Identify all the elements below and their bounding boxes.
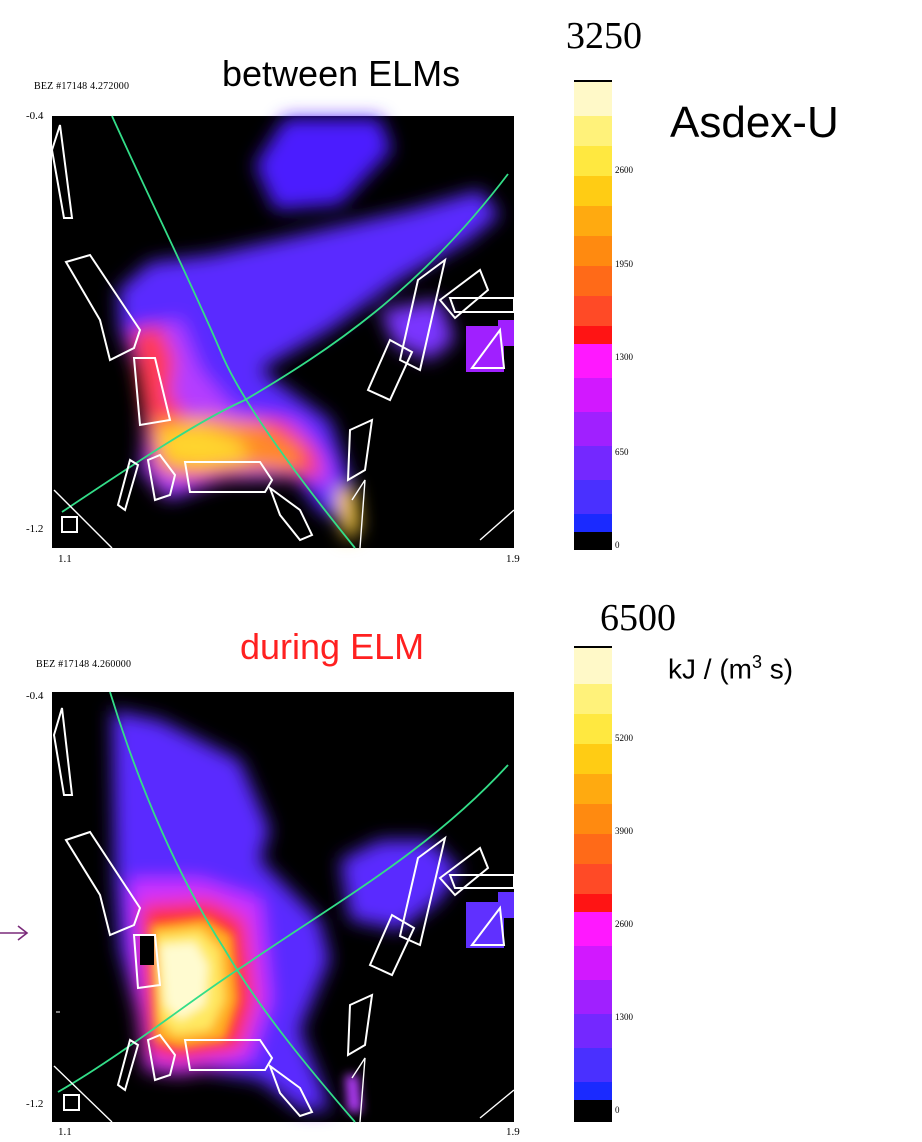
- x-tick-top-max: 1.9: [506, 553, 520, 565]
- y-tick-bottom-min: -1.2: [26, 1098, 44, 1110]
- cb-tick-top-1300: 1300: [615, 352, 633, 362]
- shot-label-bottom: BEZ #17148 4.260000: [36, 659, 132, 670]
- cb-tick-bottom-0: 0: [615, 1105, 620, 1115]
- x-tick-top-min: 1.1: [58, 553, 72, 565]
- vessel-walls-bottom: [52, 707, 515, 1123]
- cb-tick-top-0: 0: [615, 540, 620, 550]
- cb-tick-top-1950: 1950: [615, 259, 633, 269]
- separatrix-top: [61, 115, 509, 549]
- shot-label-top: BEZ #17148 4.272000: [34, 81, 130, 92]
- x-tick-bottom-max: 1.9: [506, 1126, 520, 1138]
- cb-tick-bottom-1300: 1300: [615, 1012, 633, 1022]
- colorbar-max-label-bottom: 6500: [600, 597, 676, 639]
- x-tick-bottom-min: 1.1: [58, 1126, 72, 1138]
- y-tick-top-min: -1.2: [26, 523, 44, 535]
- y-tick-bottom-max: -0.4: [26, 690, 44, 702]
- unit-label: kJ / (m3 s): [668, 652, 793, 685]
- unit-text: kJ / (m: [668, 653, 752, 685]
- brand-label: Asdex-U: [670, 98, 839, 147]
- cb-tick-bottom-5200: 5200: [615, 733, 633, 743]
- unit-superscript: 3: [752, 652, 763, 672]
- colorbar-max-label-top: 3250: [566, 15, 642, 57]
- colorbar-top: [574, 80, 612, 550]
- panel-title-bottom: during ELM: [240, 626, 425, 667]
- cb-tick-top-2600: 2600: [615, 165, 633, 175]
- panel-title-top: between ELMs: [222, 53, 461, 94]
- colorbar-bottom: [574, 646, 612, 1122]
- side-patches-bottom: [140, 892, 514, 965]
- cb-tick-bottom-2600: 2600: [615, 919, 633, 929]
- cb-tick-top-650: 650: [615, 447, 629, 457]
- y-tick-top-max: -0.4: [26, 110, 44, 122]
- cb-tick-bottom-3900: 3900: [615, 826, 633, 836]
- vessel-walls-top: [50, 124, 515, 549]
- unit-tail: s): [762, 653, 794, 685]
- arrow-icon: [0, 925, 29, 941]
